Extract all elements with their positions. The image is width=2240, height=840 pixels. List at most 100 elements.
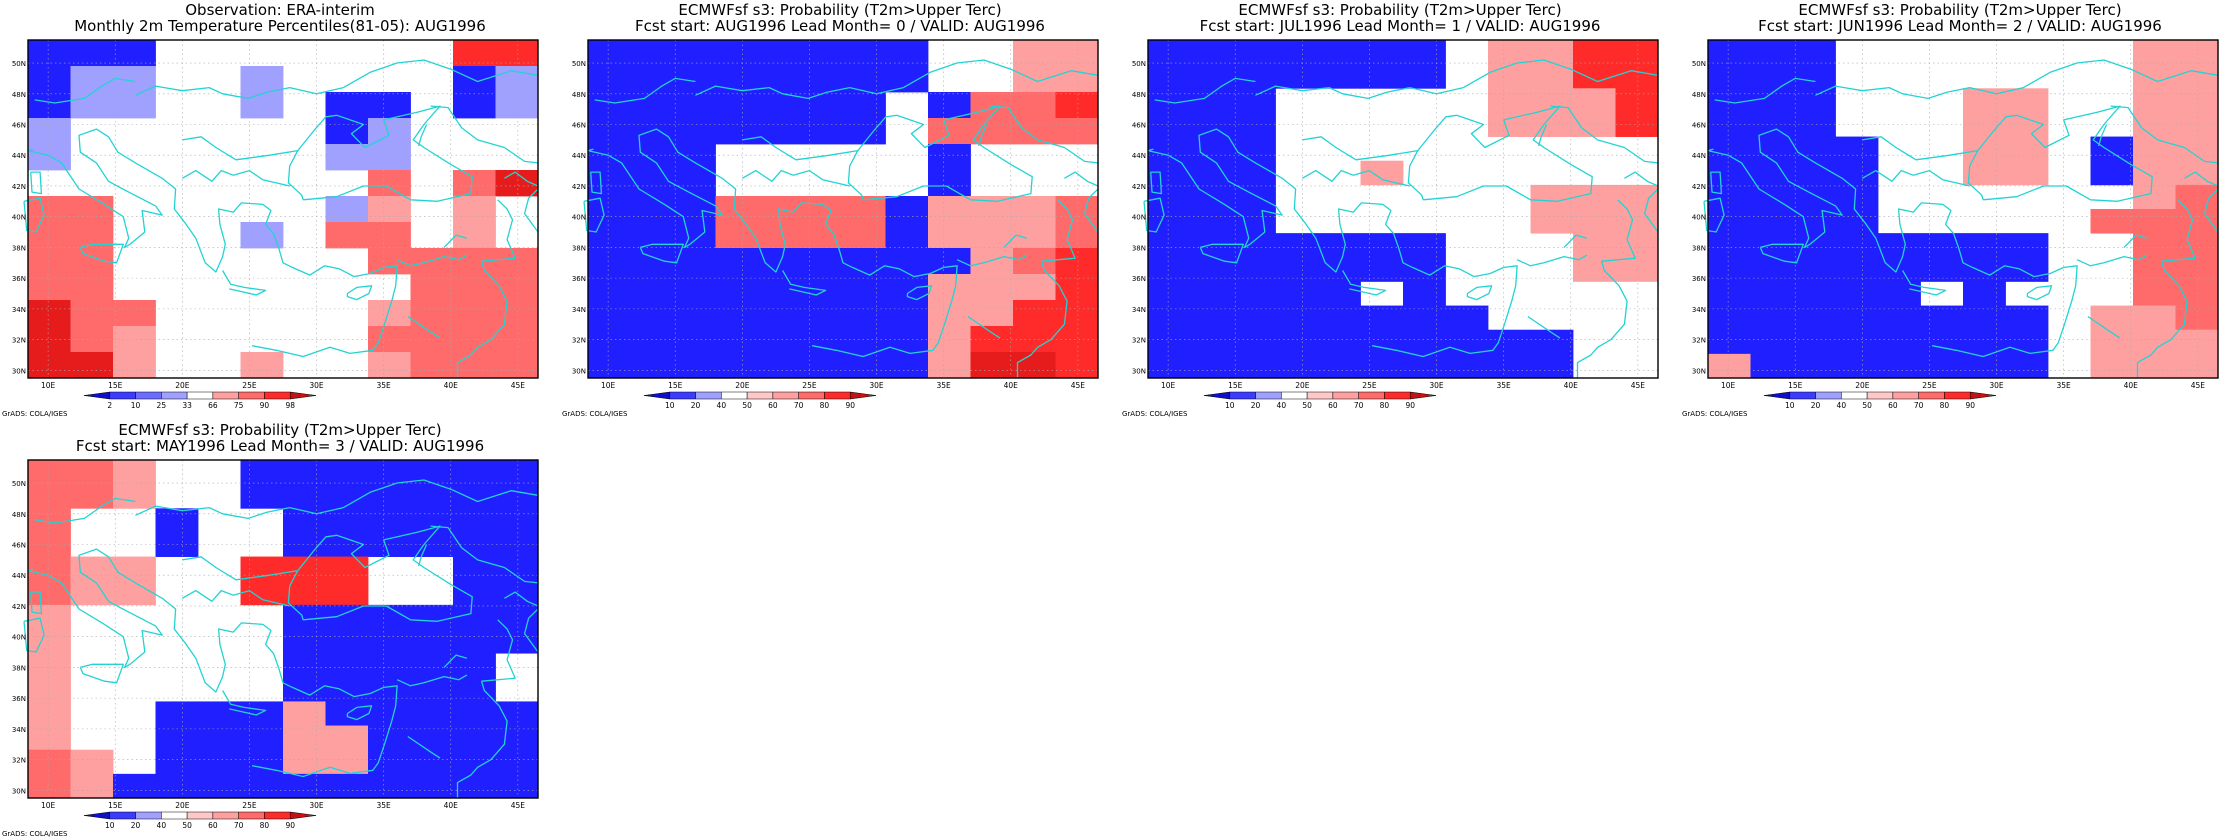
colorbar-label: 50 [742, 401, 752, 410]
grid-cell [28, 773, 71, 799]
grid-cell [240, 222, 284, 249]
grid-cell [1013, 66, 1056, 93]
lon-tick-label: 40E [444, 801, 459, 810]
grid-cell [970, 92, 1014, 119]
lon-tick-label: 25E [1362, 381, 1377, 390]
coastline [27, 548, 398, 778]
grid-cell [800, 40, 844, 67]
grid-cell [970, 222, 1014, 249]
grid-cell [2090, 353, 2134, 379]
grid-cell [1360, 160, 1404, 186]
grid-cell [843, 118, 886, 145]
panel-lead-0: ECMWFsf s3: Probability (T2m>Upper Terc)… [560, 0, 1120, 420]
grid-cell [28, 40, 71, 67]
lat-tick-label: 34N [1132, 306, 1146, 314]
coastline [181, 589, 290, 607]
colorbar-swatch [1866, 391, 1894, 400]
grid-cell [970, 352, 1014, 379]
grid-cell [2133, 88, 2176, 113]
grid-cell [1708, 233, 1751, 258]
grid-cell [1750, 209, 1794, 234]
grid-cell [2133, 257, 2176, 282]
grid-cell [588, 222, 631, 249]
coastline [1861, 169, 1970, 187]
shaded-field [28, 460, 539, 799]
grid-cell [240, 725, 284, 751]
grid-cell [588, 274, 631, 301]
grid-cell [28, 222, 71, 249]
colorbar-label: 40 [717, 401, 727, 410]
grid-cell [970, 300, 1014, 327]
grid-cell [325, 92, 369, 119]
coastline [1902, 270, 1947, 296]
colorbar-label: 90 [845, 401, 855, 410]
grid-cell [1190, 88, 1234, 113]
grid-cell [70, 300, 114, 327]
lat-tick-label: 40N [572, 214, 586, 222]
grid-cell [1488, 88, 1531, 113]
grid-cell [2175, 184, 2219, 210]
grid-cell [325, 725, 369, 751]
grid-cell [630, 326, 674, 353]
colorbar-label: 50 [182, 821, 192, 830]
coastline [135, 59, 539, 100]
grid-cell [1318, 305, 1361, 331]
grid-cell [495, 352, 539, 379]
grid-cell [1360, 305, 1404, 331]
grid-cell [1148, 184, 1191, 210]
colorbar-label: 90 [1965, 401, 1975, 410]
grid-cell [28, 701, 71, 726]
colorbar-label: 20 [691, 401, 701, 410]
grid-cell [1708, 40, 1751, 65]
coastline [79, 663, 124, 684]
grid-cell [495, 701, 539, 726]
colorbar-swatch [1306, 391, 1334, 400]
grid-cell [2005, 305, 2049, 331]
grid-cell [1275, 233, 1319, 258]
grid-cell [283, 556, 326, 582]
lon-tick-label: 25E [242, 381, 257, 390]
grid-cell [715, 118, 759, 145]
grid-cell [1275, 40, 1319, 65]
grid-cell [2175, 281, 2219, 306]
lat-tick-label: 32N [1692, 337, 1706, 345]
grid-cell [1750, 160, 1794, 186]
grid-cell [1615, 40, 1659, 65]
grid-cell [70, 352, 114, 379]
lat-tick-label: 32N [572, 337, 586, 345]
grid-cell [588, 40, 631, 67]
grid-cell [2090, 329, 2134, 355]
plot-frame [1147, 39, 1659, 379]
colorbar-swatch [289, 811, 317, 820]
colorbar-swatch [824, 391, 851, 400]
coastlines [23, 59, 539, 378]
lon-tick-label: 25E [802, 381, 817, 390]
grid-cell [368, 677, 411, 702]
grid-cell [240, 484, 284, 509]
grid-cell [1148, 112, 1191, 137]
grid-cell [368, 653, 411, 678]
lat-tick-label: 42N [1132, 183, 1146, 191]
lat-tick-label: 36N [1692, 275, 1706, 283]
panel-title: ECMWFsf s3: Probability (T2m>Upper Terc) [678, 1, 1002, 19]
grid-cell [673, 300, 716, 327]
grid-cell [113, 580, 156, 606]
coastline [456, 199, 516, 378]
grid-cell [113, 352, 156, 379]
grid-cell [28, 118, 71, 145]
grid-cell [1530, 329, 1574, 355]
lat-tick-label: 44N [572, 152, 586, 160]
grid-cell [113, 326, 156, 353]
colorbar-swatch [238, 811, 265, 820]
coastline [79, 243, 124, 264]
lon-tick-label: 10E [41, 801, 56, 810]
coastline [695, 59, 1099, 100]
lon-tick-label: 35E [377, 801, 392, 810]
grid-cell [1793, 64, 1836, 89]
grid-cell [1615, 88, 1659, 113]
grid-cell [113, 300, 156, 327]
grid-cell [1055, 118, 1099, 145]
grid-cell [1530, 88, 1574, 113]
grid-cell [1488, 64, 1531, 89]
grid-cell [28, 508, 71, 533]
